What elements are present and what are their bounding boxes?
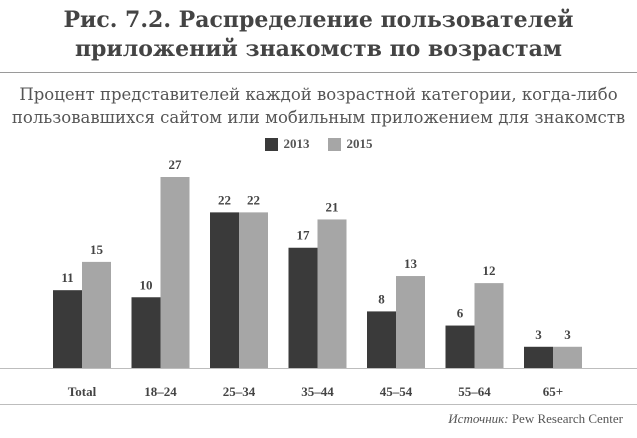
bar-55-64-2015: [474, 283, 504, 368]
bar-55-64-2013: [445, 325, 475, 368]
data-label-18-24-2015: 27: [169, 157, 183, 172]
bar-18-24-2015: [160, 177, 190, 368]
legend-item-2013: 2013: [264, 136, 310, 152]
data-label-65-2015: 3: [564, 327, 571, 342]
legend-item-2015: 2015: [327, 136, 373, 152]
x-tick-label-18-24: 18–24: [144, 384, 177, 399]
source-label: Источник:: [448, 411, 509, 426]
bar-45-54-2013: [367, 311, 396, 368]
bar-65-2015: [553, 346, 582, 368]
data-label-55-64-2015: 12: [483, 263, 496, 278]
data-label-18-24-2013: 10: [140, 277, 153, 292]
legend: 2013 2015: [0, 136, 637, 152]
x-tick-label-65: 65+: [543, 384, 563, 399]
chart-title: Рис. 7.2. Распределение пользователей пр…: [63, 7, 574, 62]
bar-65-2013: [524, 346, 553, 368]
source-text: Pew Research Center: [511, 411, 623, 426]
data-label-total-2015: 15: [90, 242, 104, 257]
x-tick-label-35-44: 35–44: [301, 384, 334, 399]
x-tick-label-45-54: 45–54: [380, 384, 413, 399]
legend-swatch-2015: [327, 137, 341, 151]
legend-label-2015: 2015: [346, 136, 373, 151]
x-tick-label-55-64: 55–64: [458, 384, 491, 399]
source-note: Источник: Pew Research Center: [448, 411, 623, 427]
data-label-25-34-2015: 22: [247, 192, 260, 207]
data-label-35-44-2015: 21: [326, 199, 339, 214]
x-tick-label-total: Total: [68, 384, 97, 399]
title-divider: [0, 72, 637, 73]
data-label-35-44-2013: 17: [297, 228, 311, 243]
bar-45-54-2015: [396, 276, 425, 368]
data-label-total-2013: 11: [61, 270, 73, 285]
legend-swatch-2013: [264, 137, 278, 151]
bar-35-44-2013: [288, 247, 318, 368]
legend-label-2013: 2013: [283, 136, 310, 151]
data-label-45-54-2013: 8: [378, 291, 385, 306]
data-label-65-2013: 3: [535, 327, 542, 342]
bar-total-2013: [53, 290, 82, 368]
bar-25-34-2015: [239, 212, 268, 368]
bar-25-34-2013: [210, 212, 239, 368]
chart-subtitle: Процент представителей каждой возрастной…: [11, 85, 626, 127]
data-label-25-34-2013: 22: [218, 192, 231, 207]
bar-35-44-2015: [317, 219, 347, 368]
bar-18-24-2013: [131, 297, 161, 368]
data-label-45-54-2015: 13: [404, 256, 418, 271]
data-label-55-64-2013: 6: [457, 306, 464, 321]
bar-total-2015: [82, 261, 111, 368]
x-tick-label-25-34: 25–34: [223, 384, 256, 399]
